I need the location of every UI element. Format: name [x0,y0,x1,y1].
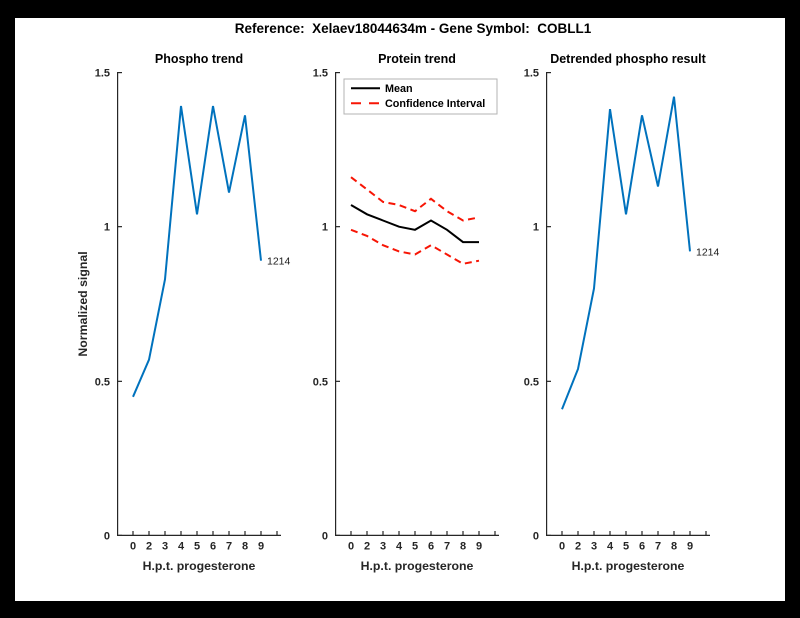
x-tick-label: 7 [655,541,661,553]
y-tick-label: 1 [322,222,328,234]
subplot-title: Protein trend [378,52,456,66]
x-tick-label: 4 [396,541,403,553]
x-tick-label: 9 [476,541,482,553]
figure-canvas: Reference: Xelaev18044634m - Gene Symbol… [15,18,785,601]
subplot-title: Phospho trend [155,52,243,66]
x-axis-label: H.p.t. progesterone [361,559,474,573]
x-tick-label: 2 [364,541,370,553]
x-tick-label: 7 [444,541,450,553]
x-tick-label: 5 [623,541,629,553]
x-tick-label: 9 [258,541,264,553]
x-tick-label: 9 [687,541,693,553]
x-axis-label: H.p.t. progesterone [143,559,256,573]
x-tick-label: 2 [146,541,152,553]
x-axis-label: H.p.t. progesterone [572,559,685,573]
x-tick-label: 7 [226,541,232,553]
legend-box [343,78,498,115]
y-tick-label: 0 [322,530,328,542]
legend-label: Confidence Interval [385,98,485,110]
x-tick-label: 0 [348,541,354,553]
series-confidence-upper [350,176,480,222]
x-tick-label: 8 [671,541,677,553]
figure-title: Reference: Xelaev18044634m - Gene Symbol… [234,21,592,36]
series-detrended-phospho-signal [561,96,691,410]
x-tick-label: 5 [194,541,200,553]
x-tick-label: 2 [575,541,581,553]
x-tick-label: 4 [178,541,185,553]
y-tick-label: 1.5 [95,68,110,80]
y-tick-label: 0.5 [313,376,328,388]
axis-spines [117,72,281,536]
y-axis-label: Normalized signal [76,251,90,356]
x-tick-label: 0 [130,541,136,553]
y-tick-label: 1 [104,222,110,234]
series-phospho-signal [132,105,262,398]
x-tick-label: 3 [380,541,386,553]
x-tick-label: 0 [559,541,565,553]
x-tick-label: 8 [242,541,248,553]
x-tick-label: 6 [428,541,434,553]
series-confidence-lower [350,228,480,265]
x-tick-label: 3 [162,541,168,553]
x-tick-label: 6 [639,541,645,553]
axis-spines [546,72,710,536]
legend-label: Mean [385,83,413,95]
x-tick-label: 8 [460,541,466,553]
series-mean [350,204,479,244]
subplot-title: Detrended phospho result [550,52,706,66]
endpoint-annotation: 1214 [696,246,720,258]
axis-spines [335,72,499,536]
endpoint-annotation: 1214 [267,256,291,268]
x-tick-label: 6 [210,541,216,553]
y-tick-label: 0.5 [95,376,110,388]
x-tick-label: 3 [591,541,597,553]
y-tick-label: 1 [533,222,539,234]
y-tick-label: 0.5 [524,376,539,388]
legend: Mean Confidence Interval [343,78,498,115]
x-tick-label: 5 [412,541,418,553]
y-tick-label: 0 [104,530,110,542]
y-tick-label: 1.5 [313,68,328,80]
y-tick-label: 0 [533,530,539,542]
x-tick-label: 4 [607,541,614,553]
y-tick-label: 1.5 [524,68,539,80]
